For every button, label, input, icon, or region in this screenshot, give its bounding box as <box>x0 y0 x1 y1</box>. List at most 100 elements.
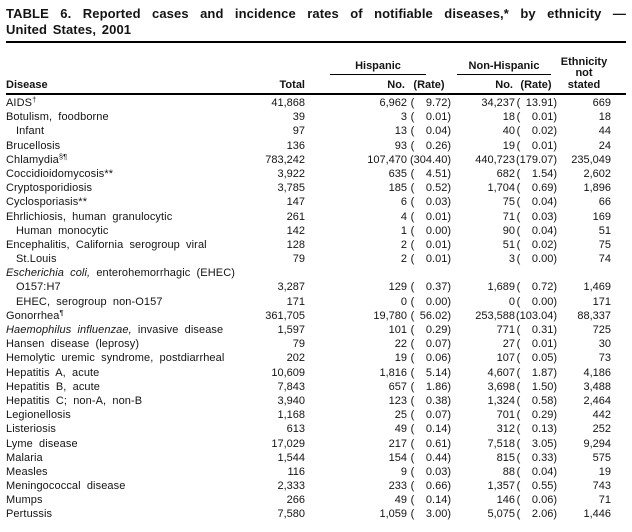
column-header-hispanic-rate: (Rate) <box>413 79 445 91</box>
disease-cell: Cyclosporiasis** <box>6 196 88 209</box>
table-row: Haemophilus influenzae, invasive disease… <box>6 323 626 337</box>
non-hispanic-rate-cell: (2.06) <box>516 508 557 521</box>
ethnicity-not-stated-cell: 51 <box>598 224 611 237</box>
non-hispanic-no-cell: 90 <box>502 224 515 237</box>
ethnicity-header-line1: Ethnicity <box>560 55 608 68</box>
hispanic-no-cell: 3 <box>400 111 407 124</box>
non-hispanic-no-cell: 88 <box>502 465 515 478</box>
total-cell: 79 <box>292 253 305 266</box>
table-row: Hepatitis B, acute 7,843 657 (1.86) 3,69… <box>6 380 626 394</box>
non-hispanic-no-cell: 701 <box>496 409 515 422</box>
total-cell: 116 <box>287 465 305 478</box>
hispanic-rate-cell: (0.29) <box>410 324 451 336</box>
ethnicity-not-stated-cell <box>557 266 611 280</box>
total-cell: 171 <box>286 295 305 308</box>
non-hispanic-no-cell: 4,607 <box>487 366 515 379</box>
table-row: Escherichia coli, enterohemorrhagic (EHE… <box>6 266 626 280</box>
ethnicity-not-stated-cell: 30 <box>598 338 611 351</box>
table-row: St.Louis 79 2 (0.01) 3 (0.00) 74 <box>6 252 626 266</box>
hispanic-no-cell: 25 <box>394 409 407 422</box>
table-title-line1: TABLE 6. Reported cases and incidence ra… <box>6 6 626 21</box>
total-cell: 41,868 <box>271 97 305 109</box>
ethnicity-not-stated-cell: 743 <box>592 480 611 493</box>
hispanic-no-cell: 101 <box>388 324 407 336</box>
ethnicity-not-stated-cell: 4,186 <box>583 366 611 379</box>
ethnicity-not-stated-cell: 2,464 <box>583 394 611 407</box>
disease-cell: O157:H7 <box>16 281 61 294</box>
non-hispanic-subheaders: No. (Rate) <box>451 75 557 93</box>
ethnicity-not-stated-cell: 171 <box>592 295 611 308</box>
total-cell: 261 <box>286 210 305 223</box>
non-hispanic-no-cell: 771 <box>496 324 515 336</box>
disease-cell: Gonorrhea¶ <box>6 307 64 322</box>
total-cell: 7,843 <box>277 380 305 393</box>
ethnicity-not-stated-cell: 18 <box>598 111 611 124</box>
hispanic-no-cell: 1,059 <box>379 508 407 521</box>
non-hispanic-no-cell: 107 <box>496 352 515 365</box>
non-hispanic-rate-cell: (0.55) <box>516 480 557 493</box>
total-cell: 1,544 <box>277 451 305 464</box>
ethnicity-not-stated-cell: 74 <box>598 253 611 266</box>
table-row: Pertussis 7,580 1,059 (3.00) 5,075 (2.06… <box>6 507 626 521</box>
non-hispanic-no-cell: 0 <box>508 295 515 308</box>
column-header-non-hispanic-rate: (Rate) <box>520 79 552 91</box>
total-cell: 128 <box>286 238 305 251</box>
non-hispanic-no-cell: 18 <box>502 111 515 124</box>
hispanic-rate-cell: (0.52) <box>410 182 451 195</box>
non-hispanic-rate-cell: (0.13) <box>516 423 557 436</box>
ethnicity-not-stated-cell: 75 <box>598 238 611 251</box>
hispanic-no-cell: 6 <box>400 196 407 209</box>
non-hispanic-rate-cell: (103.04) <box>516 309 557 322</box>
hispanic-rate-cell: (0.03) <box>410 465 451 478</box>
non-hispanic-rate-cell: (1.87) <box>516 366 557 379</box>
column-header-total: Total <box>279 79 305 91</box>
hispanic-rate-cell: (0.14) <box>410 494 451 507</box>
table-header: Disease Total Hispanic No. (Rate) Non-Hi… <box>6 43 626 95</box>
disease-cell: Hepatitis B, acute <box>6 380 101 393</box>
hispanic-subheaders: No. (Rate) <box>305 75 451 93</box>
column-header-ethnicity-not-stated: Ethnicity not stated <box>557 55 611 94</box>
non-hispanic-no-cell: 51 <box>502 238 515 251</box>
total-cell: 202 <box>286 352 305 365</box>
hispanic-rate-cell: (0.07) <box>410 338 451 351</box>
hispanic-no-cell: 217 <box>388 437 407 450</box>
non-hispanic-rate-cell: (179.07) <box>516 153 557 166</box>
non-hispanic-no-cell: 5,075 <box>487 508 515 521</box>
non-hispanic-no-cell: 253,588 <box>475 309 515 322</box>
hispanic-rate-cell: (0.26) <box>410 139 451 152</box>
hispanic-rate-cell: (56.02) <box>410 309 451 322</box>
hispanic-no-cell: 93 <box>394 139 407 152</box>
non-hispanic-no-cell: 34,237 <box>481 97 515 109</box>
hispanic-rate-cell: (0.01) <box>410 111 451 124</box>
hispanic-rate-cell: (0.61) <box>410 437 451 450</box>
non-hispanic-no-cell: 440,723 <box>475 153 515 166</box>
disease-cell: Measles <box>6 465 48 478</box>
total-cell: 97 <box>292 125 305 138</box>
non-hispanic-rate-cell: (1.54) <box>516 167 557 180</box>
table-row: Encephalitis, California serogroup viral… <box>6 238 626 252</box>
column-header-hispanic-no: No. <box>387 79 405 91</box>
table-row: Measles 116 9 (0.03) 88 (0.04) 19 <box>6 465 626 479</box>
hispanic-rate-cell: (0.07) <box>410 409 451 422</box>
total-cell: 3,287 <box>277 281 305 294</box>
hispanic-no-cell: 19,780 <box>373 309 407 322</box>
total-cell <box>252 266 305 280</box>
total-cell: 7,580 <box>277 508 305 521</box>
hispanic-no-cell: 1 <box>400 224 407 237</box>
disease-cell: Chlamydia§¶ <box>6 151 68 166</box>
hispanic-no-cell: 9 <box>400 465 407 478</box>
total-cell: 17,029 <box>271 437 305 450</box>
table-row: Infant 97 13 (0.04) 40 (0.02) 44 <box>6 124 626 138</box>
hispanic-no-cell: 1,816 <box>379 366 407 379</box>
disease-cell: Meningococcal disease <box>6 480 126 493</box>
table-row: Ehrlichiosis, human granulocytic 261 4 (… <box>6 210 626 224</box>
table-row: Mumps 266 49 (0.14) 146 (0.06) 71 <box>6 493 626 507</box>
disease-cell: Hepatitis A, acute <box>6 366 100 379</box>
ethnicity-not-stated-cell: 3,488 <box>583 380 611 393</box>
total-cell: 3,785 <box>277 182 305 195</box>
ethnicity-not-stated-cell: 88,337 <box>577 309 611 322</box>
hispanic-rate-cell: (1.86) <box>410 380 451 393</box>
ethnicity-not-stated-cell: 252 <box>592 423 611 436</box>
table-row: EHEC, serogroup non-O157 171 0 (0.00) 0 … <box>6 295 626 309</box>
column-header-disease: Disease <box>6 79 48 91</box>
